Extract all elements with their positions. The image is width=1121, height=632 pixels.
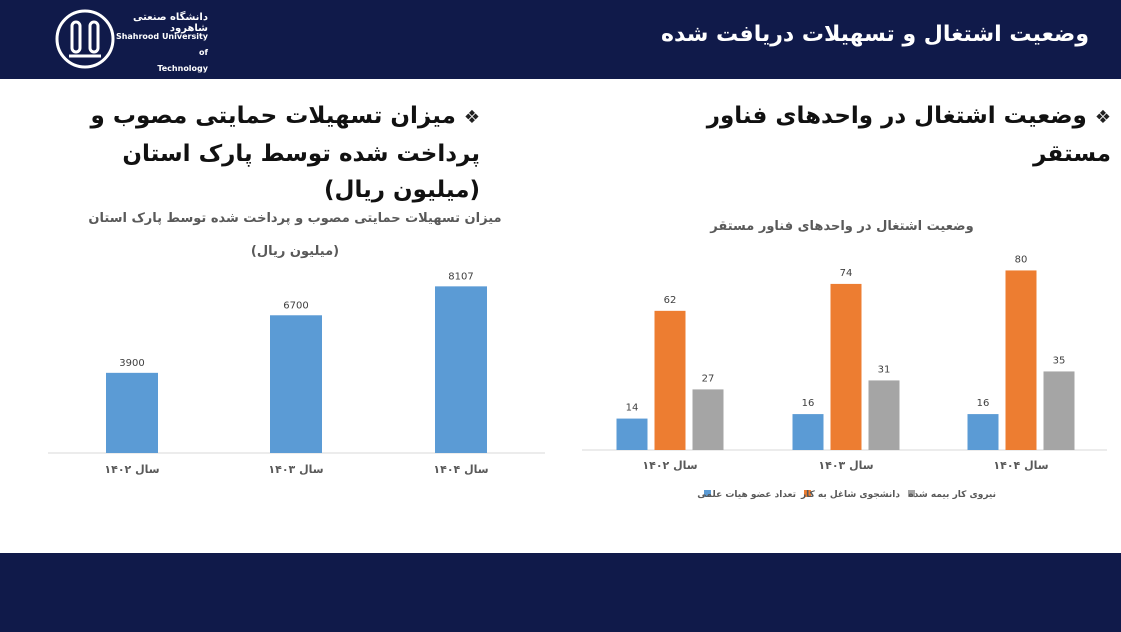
employment-data-label: 80: [1015, 254, 1028, 265]
employment-data-label: 16: [977, 398, 990, 409]
employment-data-label: 14: [626, 403, 639, 414]
facilities-category-label: سال ۱۴۰۴: [433, 463, 488, 476]
employment-bar: [830, 283, 862, 450]
facilities-chart-title: میزان تسهیلات حمایتی مصوب و پرداخت شده ت…: [88, 211, 501, 226]
legend-label: دانشجوی شاغل به کار: [800, 490, 900, 500]
logo-english-line-2: Technology: [157, 64, 208, 73]
facilities-chart: میزان تسهیلات حمایتی مصوب و پرداخت شده ت…: [48, 211, 545, 476]
facilities-bar: [435, 286, 487, 453]
legend-label: نیروی کار بیمه شده: [908, 490, 996, 500]
employment-data-label: 16: [802, 398, 815, 409]
logo-english-name: Shahrood University of Technology: [108, 29, 208, 77]
page-title: وضعیت اشتغال و تسهیلات دریافت شده: [661, 22, 1089, 47]
facilities-bar: [106, 372, 158, 453]
employment-category-label: سال ۱۴۰۳: [818, 459, 873, 472]
legend-swatch: [704, 490, 711, 497]
employment-bar: [868, 380, 900, 450]
employment-chart: وضعیت اشتغال در واحدهای فناور مستقر 14 62…: [582, 219, 1107, 500]
employment-heading-text: وضعیت اشتغال در واحدهای فناور مستقر: [706, 103, 1111, 167]
facilities-chart-subtitle: (میلیون ریال): [251, 244, 339, 259]
employment-data-label: 62: [664, 295, 677, 306]
legend-label: تعداد عضو هیات علمی: [697, 490, 796, 500]
facilities-heading: ❖میزان تسهیلات حمایتی مصوب و پرداخت شده …: [30, 98, 480, 208]
employment-data-label: 31: [878, 364, 891, 375]
employment-bar: [616, 418, 648, 450]
employment-heading: ❖وضعیت اشتغال در واحدهای فناور مستقر: [671, 98, 1111, 172]
legend-swatch: [804, 490, 811, 497]
logo-persian-name: دانشگاه صنعتی شاهرود: [132, 12, 208, 34]
employment-bar: [792, 414, 824, 450]
legend-swatch: [908, 490, 915, 497]
employment-category-label: سال ۱۴۰۲: [642, 459, 697, 472]
employment-bar: [1043, 371, 1075, 450]
facilities-category-label: سال ۱۴۰۲: [104, 463, 159, 476]
logo-english-line-1: Shahrood University of: [115, 32, 208, 57]
employment-bar: [692, 389, 724, 450]
facilities-bar: [270, 315, 322, 453]
footer-bar: [0, 553, 1121, 632]
university-logo-icon: [55, 9, 115, 69]
facilities-category-label: سال ۱۴۰۳: [268, 463, 323, 476]
diamond-bullet-icon: ❖: [1094, 107, 1111, 128]
diamond-bullet-icon: ❖: [463, 107, 480, 128]
facilities-heading-text: میزان تسهیلات حمایتی مصوب و پرداخت شده ت…: [90, 103, 480, 203]
facilities-data-label: 6700: [283, 300, 308, 311]
employment-category-label: سال ۱۴۰۴: [993, 459, 1048, 472]
facilities-data-label: 8107: [448, 271, 473, 282]
header-bar: دانشگاه صنعتی شاهرود Shahrood University…: [0, 0, 1121, 79]
employment-bar: [654, 310, 686, 450]
employment-chart-title: وضعیت اشتغال در واحدهای فناور مستقر: [709, 219, 973, 234]
employment-data-label: 74: [840, 268, 853, 279]
employment-bar: [1005, 270, 1037, 450]
employment-data-label: 27: [702, 373, 715, 384]
employment-bar: [967, 414, 999, 450]
employment-data-label: 35: [1053, 355, 1066, 366]
facilities-data-label: 3900: [119, 358, 144, 369]
